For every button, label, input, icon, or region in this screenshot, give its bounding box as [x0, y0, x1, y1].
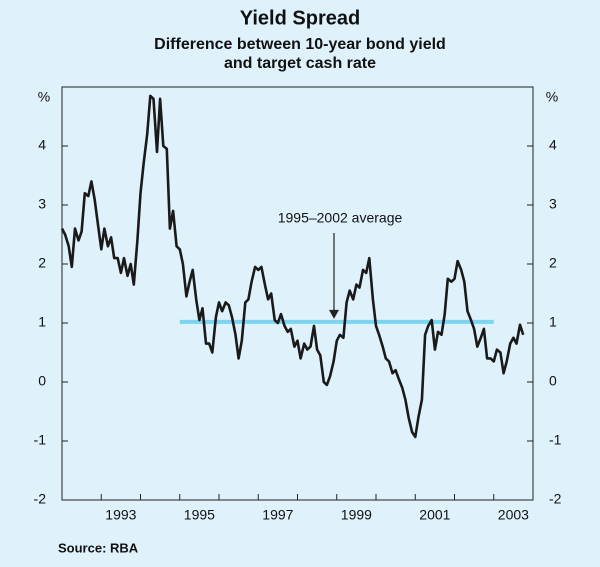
- y-tick-label: 0: [549, 373, 557, 389]
- chart-subtitle: Difference between 10-year bond yield: [154, 36, 446, 53]
- y-axis-unit: %: [546, 89, 558, 105]
- chart-subtitle: and target cash rate: [224, 55, 376, 72]
- y-tick-label: 1: [549, 314, 557, 330]
- y-tick-label: 1: [38, 314, 46, 330]
- y-axis-unit: %: [38, 89, 50, 105]
- source-note: Source: RBA: [58, 540, 139, 555]
- y-tick-label: -2: [34, 491, 47, 507]
- x-tick-label: 1997: [262, 507, 293, 523]
- y-tick-label: 3: [549, 196, 557, 212]
- y-tick-label: 3: [38, 196, 46, 212]
- y-tick-label: 2: [38, 255, 46, 271]
- x-tick-label: 1995: [184, 507, 215, 523]
- y-tick-label: -1: [34, 432, 47, 448]
- y-tick-label: 4: [38, 137, 46, 153]
- annotation: 1995–2002 average: [278, 210, 403, 226]
- y-tick-label: -2: [549, 491, 562, 507]
- annotation-arrowhead: [329, 309, 339, 319]
- y-tick-label: -1: [549, 432, 562, 448]
- x-tick-label: 1999: [341, 507, 372, 523]
- data-line: [60, 94, 525, 439]
- x-tick-label: 1993: [105, 507, 136, 523]
- chart-title: Yield Spread: [240, 7, 360, 29]
- y-tick-label: 2: [549, 255, 557, 271]
- y-tick-label: 4: [549, 137, 557, 153]
- y-tick-label: 0: [38, 373, 46, 389]
- x-tick-label: 2003: [498, 507, 529, 523]
- x-tick-label: 2001: [419, 507, 450, 523]
